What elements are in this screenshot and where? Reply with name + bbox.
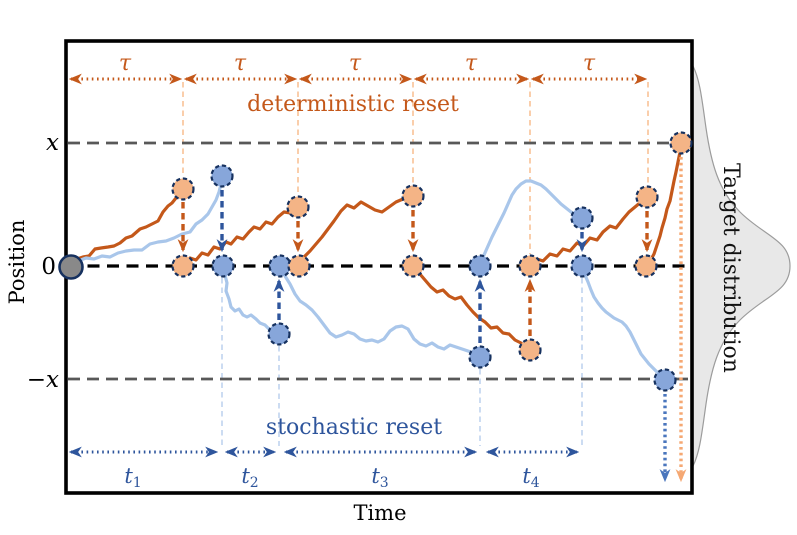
t-interval-label: t3 — [371, 464, 388, 491]
blue-trajectory-segment — [478, 179, 584, 267]
reset-marker-orange — [171, 177, 195, 201]
tau-interval-label: τ — [349, 51, 362, 76]
start-marker — [58, 254, 84, 280]
exit-arrows-layer — [659, 157, 687, 483]
tau-interval-label: τ — [465, 51, 478, 76]
blue-trajectory-segment — [69, 175, 224, 269]
orange-trajectory-segment — [181, 206, 300, 267]
t-intervals-row: t1 t2 t3 t4 — [68, 446, 580, 491]
reset-marker-orange — [634, 254, 658, 278]
orange-trajectory-segment — [528, 195, 649, 267]
reset-marker-orange — [171, 254, 195, 278]
reset-arrows-layer — [177, 190, 653, 343]
reset-marker-blue — [570, 206, 594, 230]
reset-marker-blue — [267, 322, 291, 346]
reset-marker-orange — [518, 338, 542, 362]
orange-trajectory-segment — [69, 192, 186, 268]
deterministic-reset-label: deterministic reset — [247, 92, 459, 117]
ylabel-position: Position — [5, 220, 29, 305]
reset-marker-blue — [468, 254, 492, 278]
stochastic-reset-label: stochastic reset — [266, 415, 442, 440]
t-interval-label: t4 — [522, 464, 539, 491]
blue-trajectory-segment — [580, 265, 667, 382]
target-distribution-curve — [692, 65, 791, 467]
reset-markers-layer — [58, 131, 693, 392]
reset-marker-blue — [268, 254, 292, 278]
ytick-x: x — [46, 130, 59, 156]
target-distribution-label: Target distribution — [718, 163, 743, 373]
reset-marker-blue — [468, 345, 492, 369]
reset-marker-orange — [518, 254, 542, 278]
t-interval-label: t1 — [124, 464, 141, 491]
tau-interval-label: τ — [234, 51, 247, 76]
reset-marker-orange — [401, 184, 425, 208]
orange-trajectory-segment — [647, 142, 683, 265]
reset-marker-orange — [286, 195, 310, 219]
xlabel-time: Time — [353, 501, 406, 525]
reset-marker-orange — [401, 254, 425, 278]
reset-guide-lines — [182, 82, 649, 446]
t-interval-label: t2 — [241, 464, 258, 491]
reset-marker-blue — [570, 254, 594, 278]
trajectories-layer — [69, 142, 683, 382]
reset-marker-orange — [669, 131, 693, 155]
blue-trajectory-segment — [221, 265, 281, 335]
orange-trajectory-segment — [296, 194, 415, 267]
reset-marker-blue — [653, 368, 677, 392]
ytick-zero: 0 — [41, 254, 56, 280]
orange-trajectory-segment — [411, 264, 532, 352]
reset-marker-orange — [635, 185, 659, 209]
blue-trajectory-segment — [278, 265, 482, 358]
ytick-negx: −x — [27, 367, 59, 393]
tau-interval-label: τ — [119, 51, 132, 76]
reset-marker-blue — [211, 254, 235, 278]
reset-marker-blue — [210, 164, 234, 188]
tau-interval-label: τ — [583, 51, 596, 76]
reset-marker-orange — [287, 254, 311, 278]
